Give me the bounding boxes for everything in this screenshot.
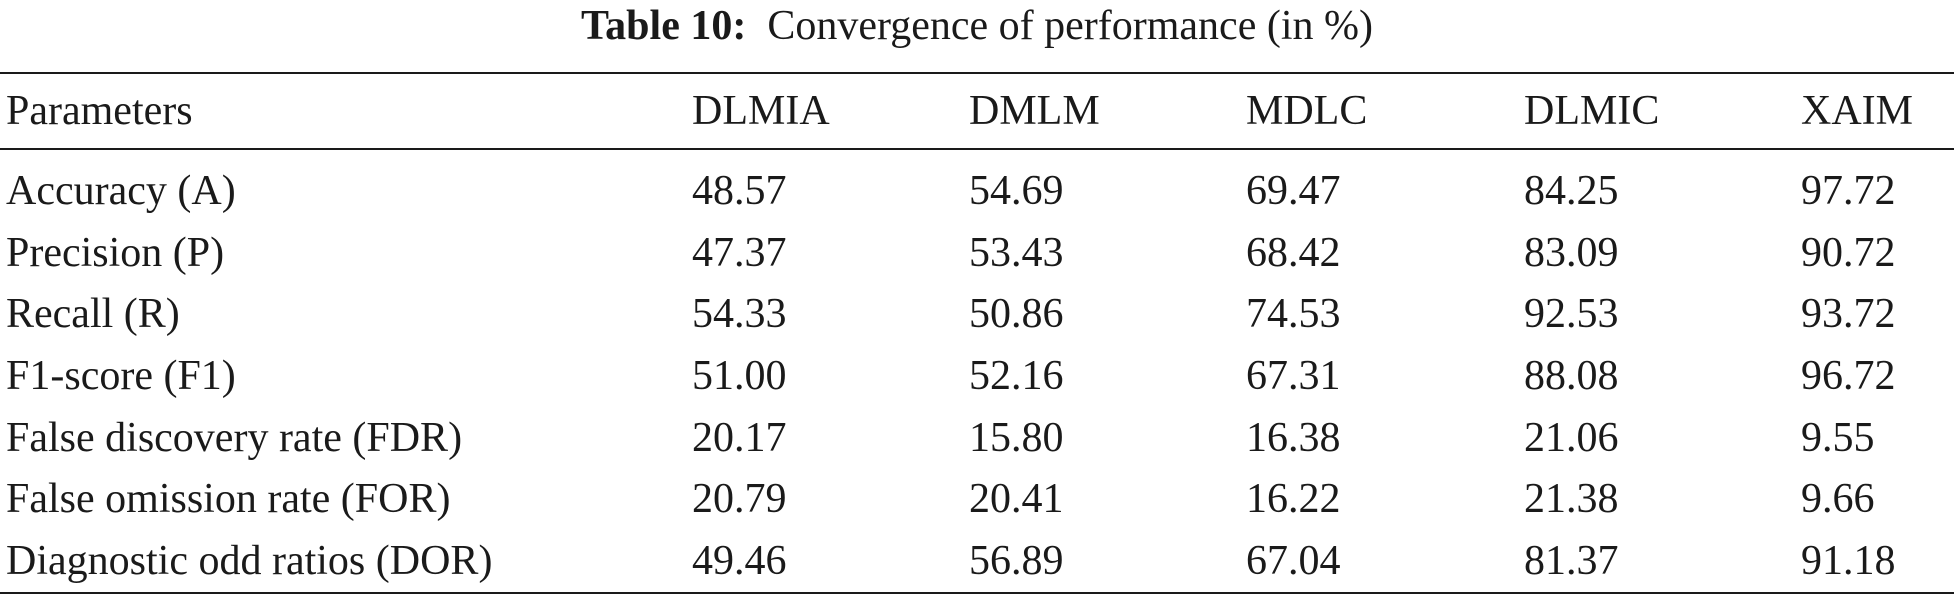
table-cell: 74.53 [1246,291,1341,338]
table-cell: 51.00 [692,352,787,399]
row-label: False discovery rate (FDR) [6,414,463,461]
row-label: Precision (P) [6,229,225,276]
table-cell: 69.47 [1246,167,1341,214]
table-cell: 20.79 [692,476,787,523]
table-number-label: Table 10: [581,3,747,49]
table-row: F1-score (F1) 51.00 52.16 67.31 88.08 96… [0,345,1954,407]
table-cell: 20.41 [969,476,1064,523]
table-cell: 88.08 [1524,352,1619,399]
table-cell: 83.09 [1524,229,1619,276]
table-caption: Table 10: Convergence of performance (in… [0,2,1954,50]
table-cell: 54.69 [969,167,1064,214]
table-header: Parameters DLMIA DMLM MDLC DLMIC XAIM [0,80,1954,142]
table-title: Convergence of performance (in %) [767,3,1373,49]
table-cell: 53.43 [969,229,1064,276]
table-cell: 92.53 [1524,291,1619,338]
table-row: False omission rate (FOR) 20.79 20.41 16… [0,468,1954,530]
row-label: Diagnostic odd ratios (DOR) [6,537,493,584]
table-cell: 52.16 [969,352,1064,399]
row-label: Recall (R) [6,291,180,338]
table-cell: 68.42 [1246,229,1341,276]
table-cell: 21.06 [1524,414,1619,461]
table-cell: 96.72 [1801,352,1896,399]
table-row: False discovery rate (FDR) 20.17 15.80 1… [0,407,1954,469]
column-header-xaim: XAIM [1801,88,1913,134]
table-cell: 16.22 [1246,476,1341,523]
table-cell: 84.25 [1524,167,1619,214]
table-cell: 20.17 [692,414,787,461]
header-row: Parameters DLMIA DMLM MDLC DLMIC XAIM [0,80,1954,142]
table-cell: 50.86 [969,291,1064,338]
table-cell: 67.04 [1246,537,1341,584]
table-body: Accuracy (A) 48.57 54.69 69.47 84.25 97.… [0,160,1954,592]
bottom-rule [0,592,1954,594]
table-row: Accuracy (A) 48.57 54.69 69.47 84.25 97.… [0,160,1954,222]
column-header-mdlc: MDLC [1246,88,1368,134]
table-cell: 81.37 [1524,537,1619,584]
table-row: Recall (R) 54.33 50.86 74.53 92.53 93.72 [0,283,1954,345]
table-cell: 9.55 [1801,414,1875,461]
table-cell: 16.38 [1246,414,1341,461]
header-rule [0,148,1954,150]
table-row: Precision (P) 47.37 53.43 68.42 83.09 90… [0,222,1954,284]
column-header-parameters: Parameters [6,88,193,134]
column-header-dlmia: DLMIA [692,88,830,134]
table-cell: 90.72 [1801,229,1896,276]
row-label: F1-score (F1) [6,352,236,399]
table-cell: 54.33 [692,291,787,338]
table-row: Diagnostic odd ratios (DOR) 49.46 56.89 … [0,530,1954,592]
table-cell: 9.66 [1801,476,1875,523]
top-rule [0,72,1954,74]
table-cell: 91.18 [1801,537,1896,584]
table-cell: 97.72 [1801,167,1896,214]
column-header-dlmic: DLMIC [1524,88,1660,134]
table-cell: 21.38 [1524,476,1619,523]
table-cell: 49.46 [692,537,787,584]
column-header-dmlm: DMLM [969,88,1100,134]
table-cell: 15.80 [969,414,1064,461]
table-cell: 67.31 [1246,352,1341,399]
row-label: False omission rate (FOR) [6,476,451,523]
table-cell: 93.72 [1801,291,1896,338]
table-cell: 48.57 [692,167,787,214]
row-label: Accuracy (A) [6,167,236,214]
table-cell: 56.89 [969,537,1064,584]
table-cell: 47.37 [692,229,787,276]
